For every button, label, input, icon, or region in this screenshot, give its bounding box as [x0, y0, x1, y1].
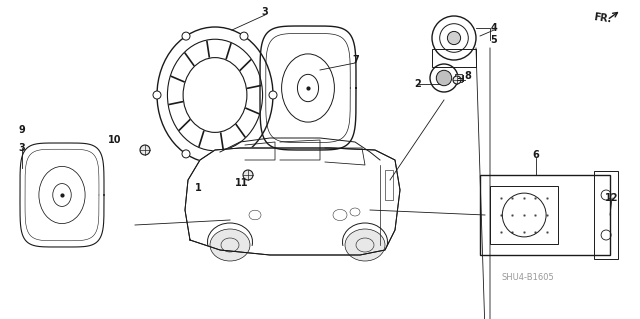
Text: FR.: FR.: [593, 12, 612, 24]
Circle shape: [140, 145, 150, 155]
Circle shape: [436, 70, 452, 86]
Circle shape: [243, 170, 253, 180]
Text: 3: 3: [19, 143, 26, 153]
Ellipse shape: [345, 229, 385, 261]
Circle shape: [240, 32, 248, 40]
Bar: [385, 170, 393, 200]
Bar: [455, 74, 462, 82]
Bar: [480, 175, 610, 255]
Text: 8: 8: [465, 71, 472, 81]
Text: 11: 11: [236, 178, 249, 188]
Ellipse shape: [210, 229, 250, 261]
Polygon shape: [185, 148, 400, 255]
Circle shape: [447, 31, 461, 45]
Bar: [595, 171, 618, 259]
Circle shape: [182, 32, 190, 40]
Text: 5: 5: [491, 35, 497, 45]
Bar: [432, 49, 476, 67]
Text: 1: 1: [195, 183, 202, 193]
Bar: [490, 186, 558, 244]
Text: 3: 3: [262, 7, 268, 17]
Circle shape: [240, 150, 248, 158]
Circle shape: [153, 91, 161, 99]
Text: 10: 10: [108, 135, 122, 145]
Text: 6: 6: [532, 150, 540, 160]
Text: SHU4-B1605: SHU4-B1605: [502, 272, 554, 281]
Circle shape: [453, 76, 461, 84]
Text: 2: 2: [415, 79, 421, 89]
Text: 12: 12: [605, 193, 619, 203]
Circle shape: [182, 150, 190, 158]
Circle shape: [269, 91, 277, 99]
Text: 9: 9: [19, 125, 26, 135]
Text: 4: 4: [491, 23, 497, 33]
Text: 7: 7: [353, 55, 360, 65]
